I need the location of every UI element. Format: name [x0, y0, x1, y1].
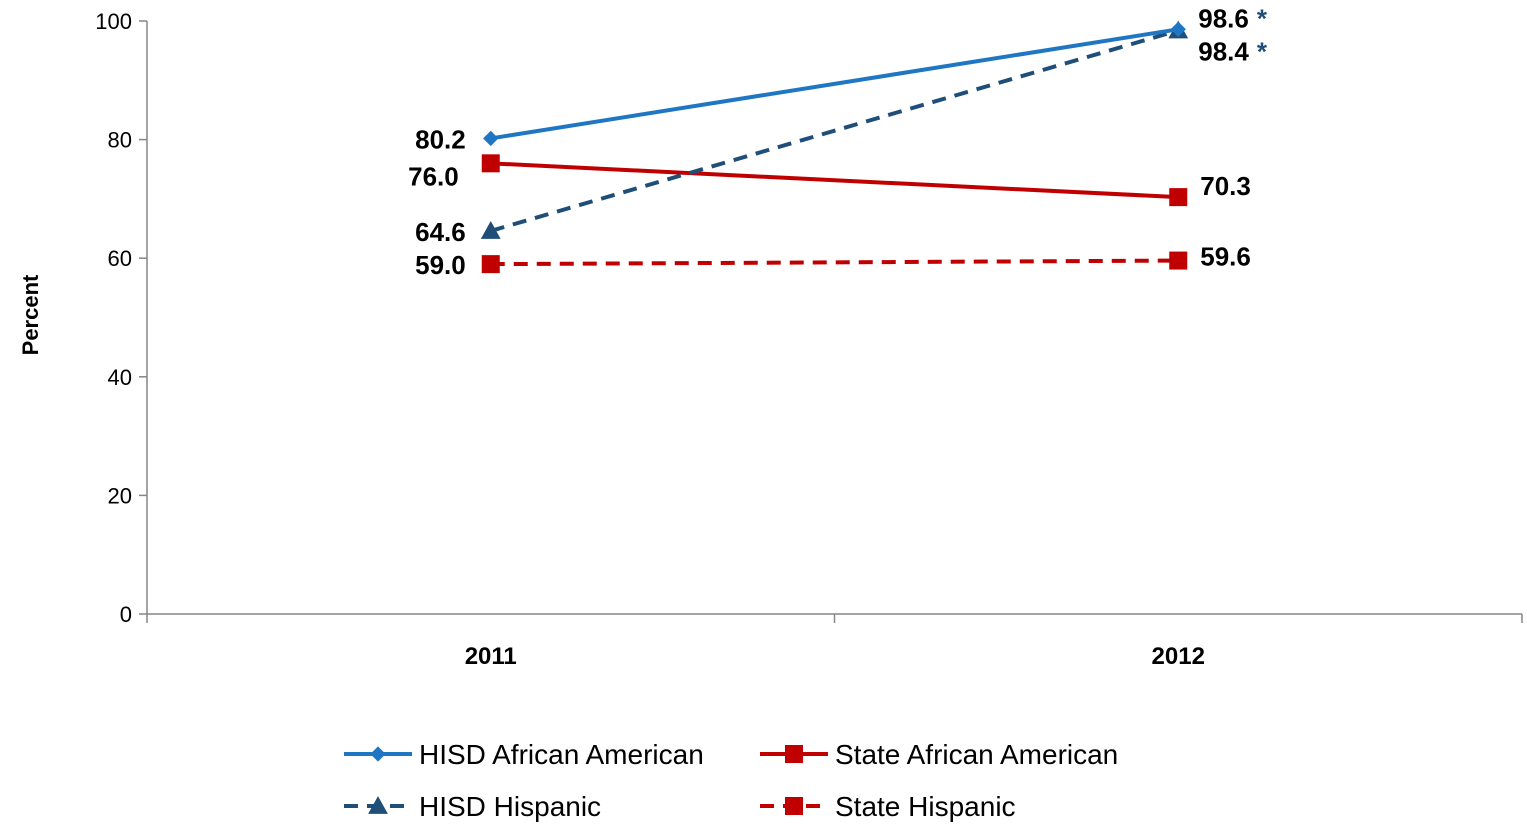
data-label: 64.6 [415, 217, 466, 247]
data-point [1169, 188, 1188, 207]
legend-label: State African American [835, 739, 1118, 770]
y-axis-title: Percent [18, 274, 43, 355]
series-line [490, 27, 1179, 141]
data-point [1170, 21, 1186, 37]
data-point [483, 130, 499, 147]
data-point [480, 221, 501, 239]
y-tick-label: 40 [108, 365, 132, 390]
legend-swatch-marker [370, 746, 386, 762]
data-label: 98.4 * [1198, 36, 1268, 66]
series-line [490, 28, 1179, 233]
data-label: 70.3 [1200, 171, 1251, 201]
data-labels: 80.2 98.6 * 76.0 70.3 64.6 98.4 * 59.0 59.6 [408, 3, 1268, 280]
significance-flag: * [1257, 3, 1268, 33]
legend-label: HISD Hispanic [419, 791, 601, 822]
legend-item: State Hispanic [760, 791, 1016, 822]
legend-item: HISD Hispanic [344, 791, 601, 822]
legend-label: State Hispanic [835, 791, 1016, 822]
y-tick-label: 60 [108, 246, 132, 271]
series-line [490, 161, 1179, 200]
y-tick-label: 20 [108, 483, 132, 508]
legend: HISD African American State African Ameri… [344, 739, 1118, 822]
series-layer [480, 20, 1189, 274]
data-label: 80.2 [415, 124, 466, 154]
legend-swatch-marker [785, 745, 803, 763]
y-tick-label: 0 [120, 602, 132, 627]
legend-label: HISD African American [419, 739, 704, 770]
legend-swatch-marker [368, 796, 388, 814]
y-tick-label: 80 [108, 128, 132, 153]
data-label: 98.6 * [1198, 3, 1268, 33]
x-tick-label: 2012 [1152, 643, 1205, 670]
data-label: 76.0 [408, 161, 459, 191]
y-tick-label: 100 [95, 9, 132, 34]
legend-item: HISD African American [344, 739, 704, 770]
data-point [481, 154, 500, 173]
data-label: 59.6 [1200, 242, 1251, 272]
significance-flag: * [1257, 36, 1268, 66]
axes: 0 20 40 60 80 100 2011 2012 [95, 9, 1523, 670]
data-point [1169, 251, 1188, 270]
data-label: 59.0 [415, 250, 466, 280]
series-line [490, 258, 1179, 267]
x-tick-label: 2011 [465, 643, 517, 670]
legend-item: State African American [760, 739, 1118, 770]
data-point [481, 255, 500, 274]
legend-swatch-marker [785, 797, 803, 815]
